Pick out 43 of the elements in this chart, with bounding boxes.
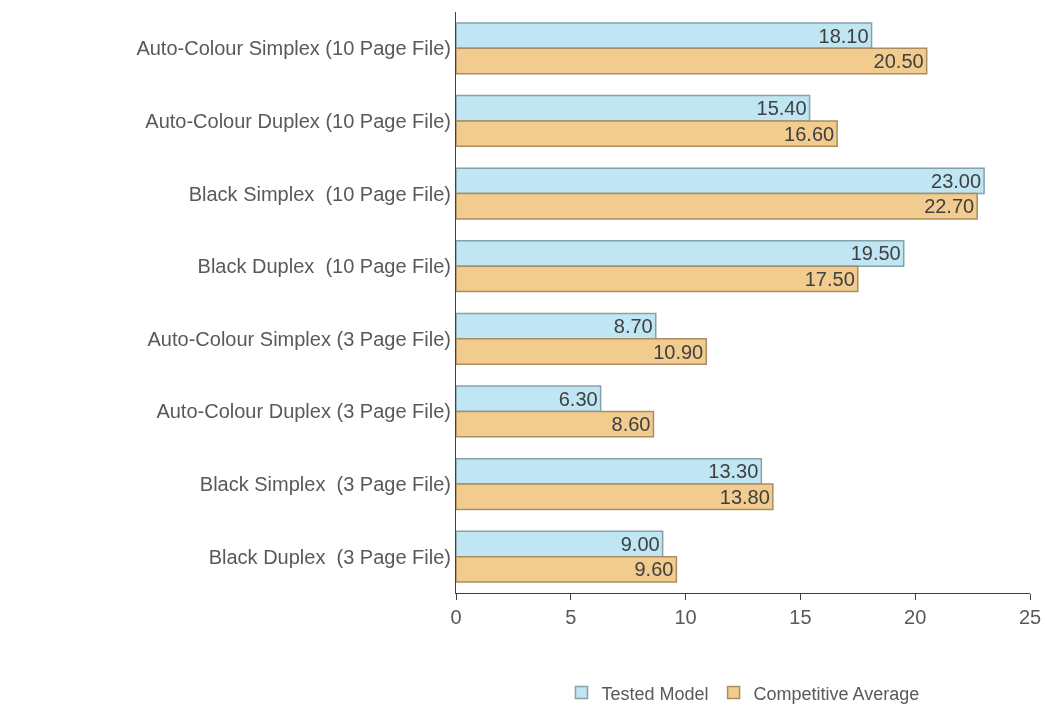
x-tick-label: 10 [674,606,697,628]
bar [456,555,678,583]
data-label: 8.60 [611,413,651,436]
y-tick-label: Black Duplex (3 Page File) [208,545,451,568]
legend-label: Tested Model [601,683,709,704]
y-tick-label: Black Duplex (10 Page File) [197,255,451,278]
x-tick-label: 5 [565,606,577,628]
data-label: 18.10 [818,24,869,47]
data-label: 15.40 [756,97,807,120]
bar [456,192,978,220]
data-label: 13.30 [708,460,759,483]
y-tick-label: Black Simplex (10 Page File) [188,182,451,205]
bar [456,338,708,365]
bar [456,483,774,511]
bar [456,265,859,293]
x-tick-label: 20 [904,606,927,628]
data-label: 6.30 [558,387,598,410]
bar [456,47,928,75]
bar [456,120,838,148]
x-tick-label: 25 [1018,606,1042,628]
y-tick-label: Auto-Colour Duplex (3 Page File) [156,400,451,423]
bar [456,240,905,267]
data-label: 23.00 [931,169,982,192]
data-label: 10.90 [653,340,704,363]
data-label: 17.50 [804,267,855,290]
x-tick-label: 0 [450,606,462,628]
data-label: 20.50 [873,50,924,73]
legend-label: Competitive Average [753,683,920,704]
bar [456,22,873,50]
bar [456,167,985,195]
data-label: 9.60 [634,558,674,581]
bar [456,410,655,438]
data-label: 8.70 [613,315,653,338]
x-tick-label: 15 [789,606,812,628]
data-label: 13.80 [719,485,770,508]
data-label: 22.70 [924,195,975,218]
data-label: 9.00 [620,532,660,555]
data-label: 19.50 [850,242,901,265]
y-tick-label: Auto-Colour Simplex (10 Page File) [136,37,451,60]
y-tick-label: Black Simplex (3 Page File) [199,473,451,496]
y-tick-label: Auto-Colour Duplex (10 Page File) [145,109,451,132]
y-tick-label: Auto-Colour Simplex (3 Page File) [147,327,451,350]
data-label: 16.60 [784,122,835,145]
